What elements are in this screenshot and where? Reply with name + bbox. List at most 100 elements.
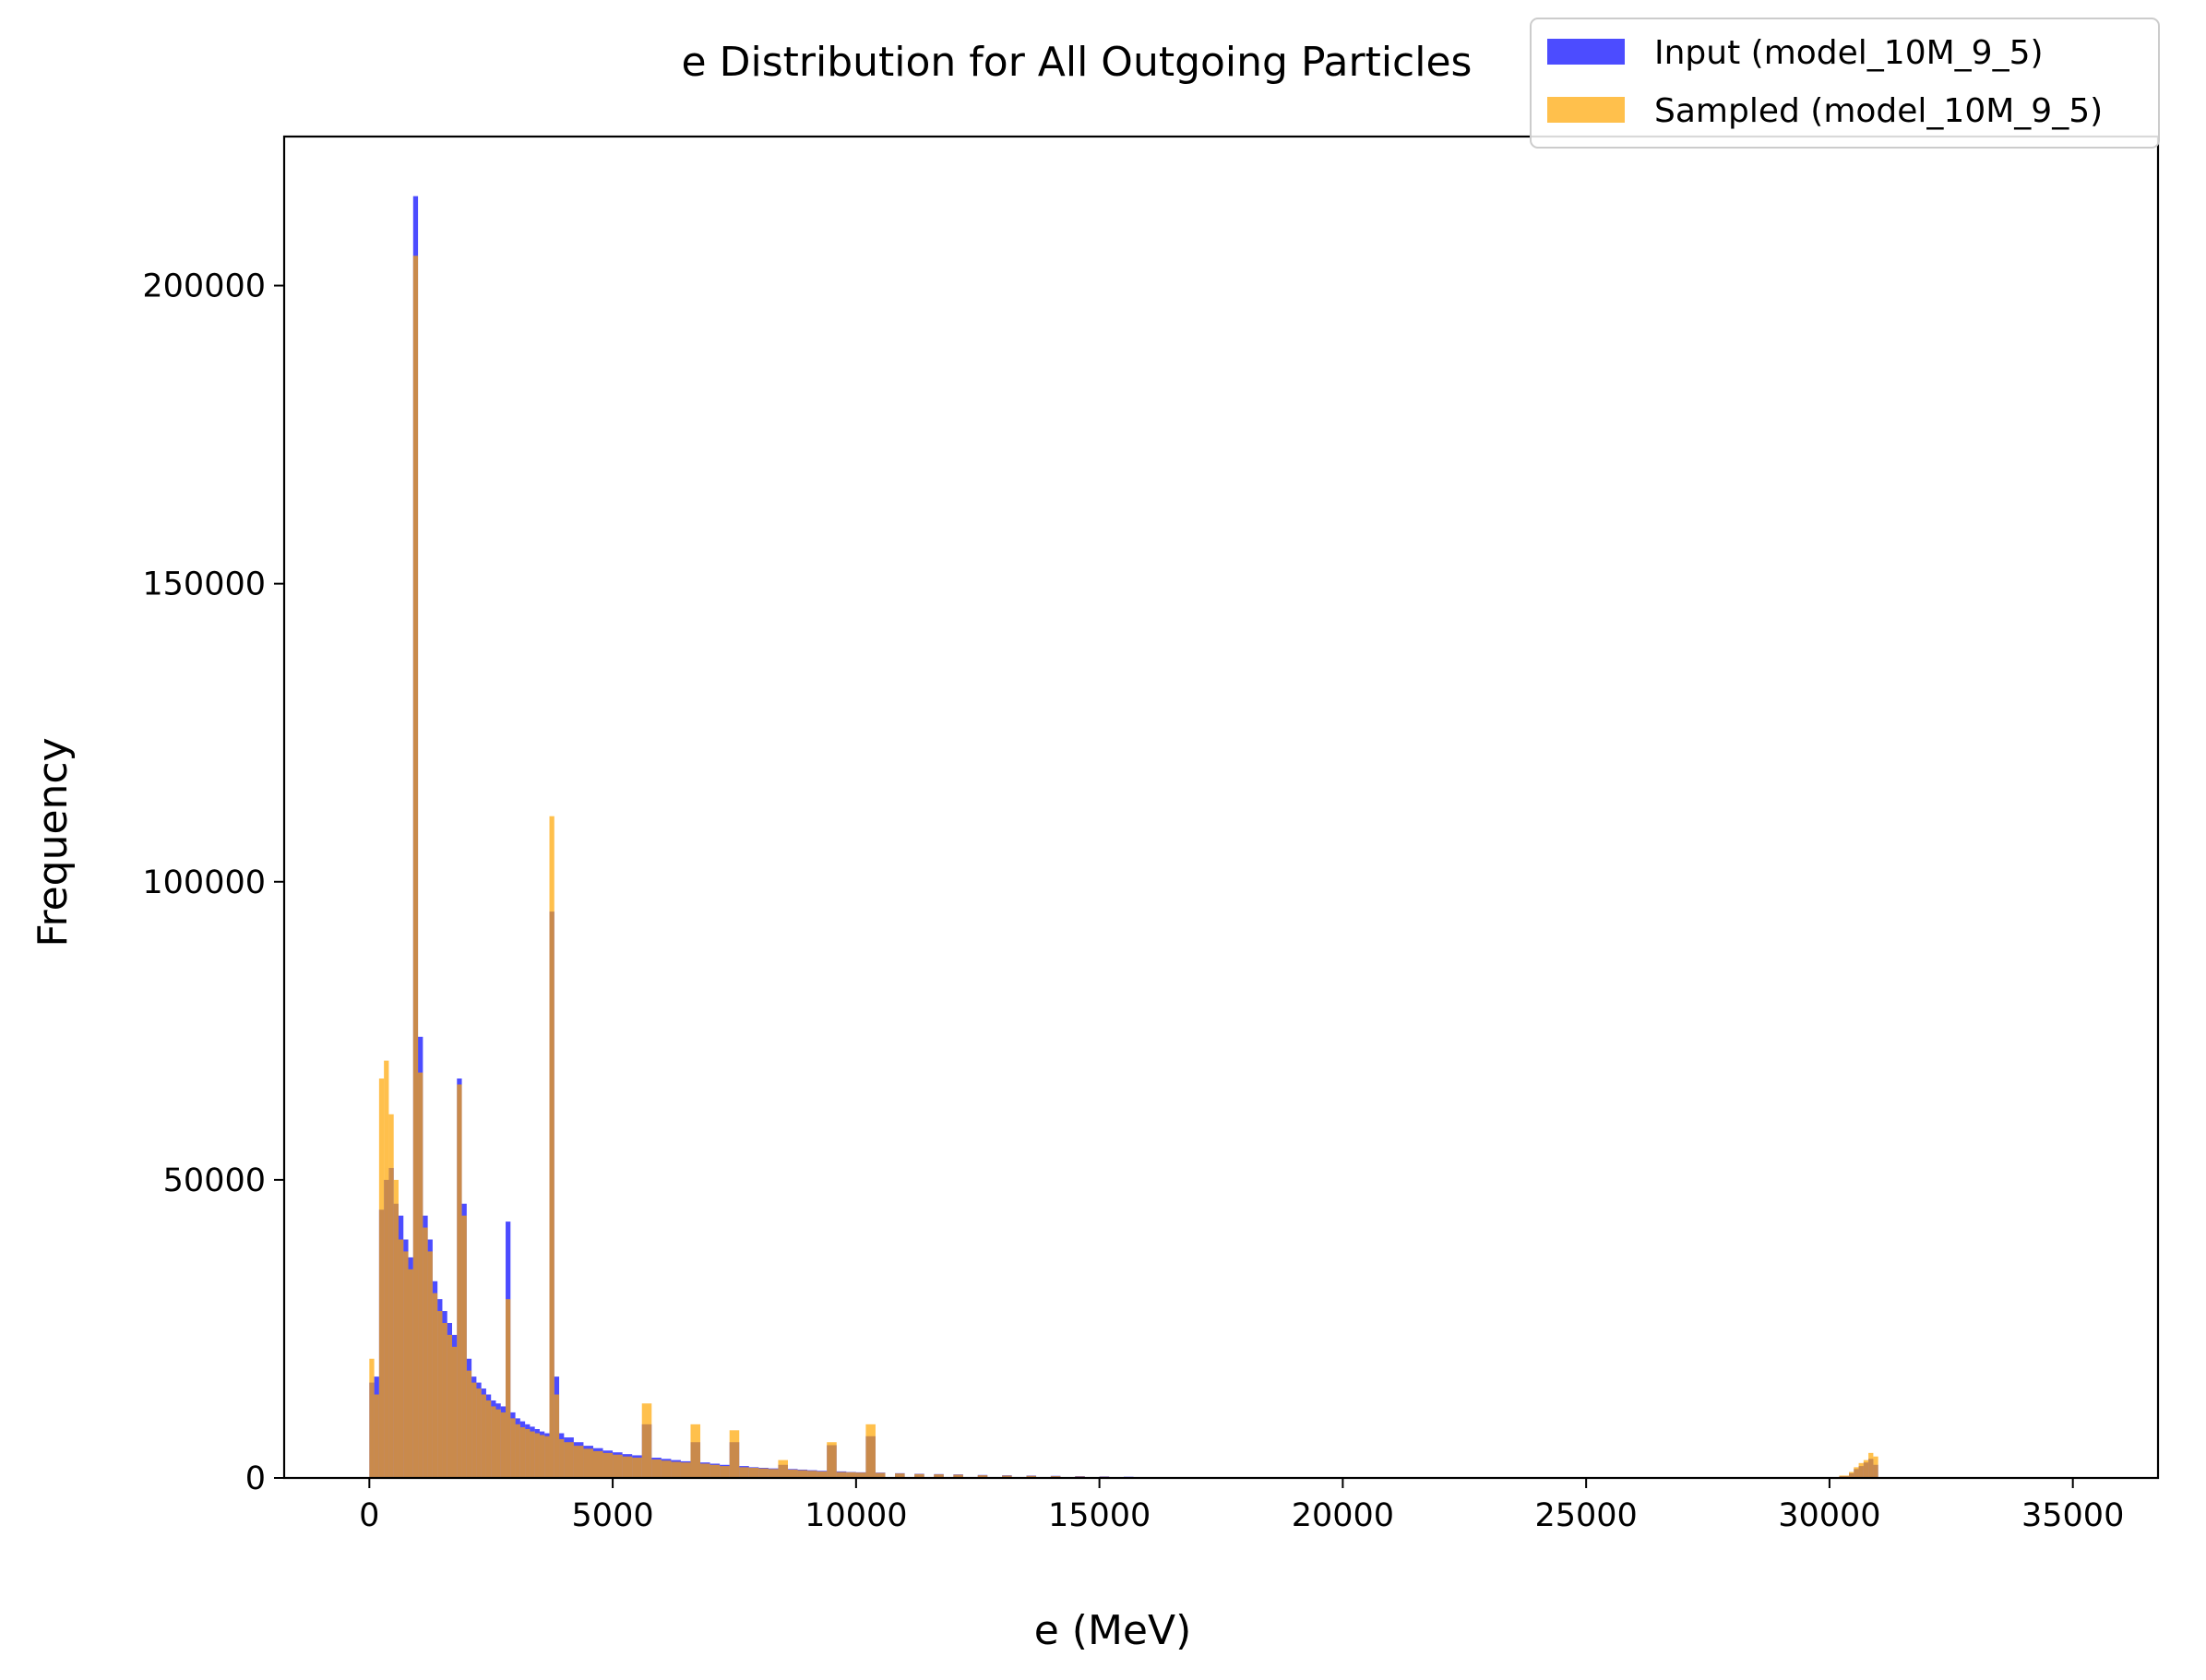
y-tick-label: 150000 — [142, 566, 266, 603]
histogram-bar — [671, 1461, 681, 1478]
histogram-bar — [510, 1418, 516, 1478]
x-tick-label: 10000 — [805, 1497, 907, 1534]
histogram-bar — [437, 1311, 443, 1478]
histogram-bar — [797, 1470, 808, 1478]
histogram-bar — [1002, 1475, 1012, 1478]
histogram-bar — [384, 1060, 389, 1478]
histogram-bar — [500, 1412, 507, 1478]
histogram-bar — [530, 1431, 535, 1478]
y-tick-label: 50000 — [163, 1162, 266, 1199]
x-axis-label: e (MeV) — [1034, 1607, 1192, 1654]
chart-title: e Distribution for All Outgoing Particle… — [682, 39, 1473, 86]
histogram-bar — [865, 1424, 876, 1478]
histogram-bar — [739, 1467, 749, 1478]
histogram-bar — [661, 1460, 672, 1478]
legend-swatch-sampled — [1547, 97, 1625, 123]
histogram-bar — [592, 1450, 603, 1478]
histogram-bar — [934, 1474, 944, 1478]
histogram-bar — [374, 1394, 379, 1478]
legend: Input (model_10M_9_5) Sampled (model_10M… — [1530, 18, 2160, 149]
histogram-bar — [875, 1472, 886, 1478]
histogram-bar — [836, 1471, 847, 1478]
histogram-bar — [1854, 1467, 1859, 1478]
x-tick-label: 30000 — [1778, 1497, 1880, 1534]
histogram-bar — [388, 1114, 394, 1478]
histogram-bar — [559, 1439, 565, 1478]
histogram-bar — [651, 1459, 662, 1478]
histogram-bar — [432, 1293, 438, 1478]
histogram-bar — [729, 1430, 740, 1478]
histogram-bar — [476, 1388, 482, 1478]
legend-label-input: Input (model_10M_9_5) — [1654, 34, 2044, 72]
histogram-bar — [442, 1322, 447, 1478]
histogram-bar — [768, 1469, 779, 1478]
histogram-bar — [427, 1251, 433, 1478]
histogram-bar — [466, 1370, 472, 1478]
histogram-bar — [807, 1471, 817, 1478]
histogram-bar — [1863, 1460, 1869, 1478]
x-tick-label: 25000 — [1534, 1497, 1637, 1534]
histogram-bars — [369, 196, 1878, 1478]
histogram-bar — [506, 1299, 511, 1478]
histogram-bar — [393, 1179, 399, 1478]
histogram-bar — [758, 1468, 769, 1478]
histogram-bar — [709, 1464, 721, 1478]
histogram-bar — [554, 1394, 560, 1478]
series-1-bars — [369, 256, 1878, 1478]
histogram-bar — [846, 1471, 856, 1478]
histogram-bar — [855, 1472, 866, 1478]
histogram-bar — [515, 1424, 520, 1478]
legend-box — [1530, 18, 2160, 149]
x-tick-label: 35000 — [2021, 1497, 2124, 1534]
histogram-bar — [778, 1460, 788, 1478]
y-tick-label: 200000 — [142, 268, 266, 305]
histogram-bar — [539, 1435, 545, 1478]
histogram-bar — [403, 1251, 409, 1478]
legend-swatch-input — [1547, 39, 1625, 65]
histogram-bar — [1839, 1475, 1850, 1478]
x-axis-ticks: 0 5000 10000 15000 20000 25000 30000 35000 — [359, 1478, 2124, 1534]
histogram-bar — [534, 1433, 540, 1478]
y-tick-label: 100000 — [142, 864, 266, 901]
histogram-bar — [895, 1473, 905, 1478]
histogram-bar — [412, 256, 419, 1478]
x-tick-label: 0 — [359, 1497, 379, 1534]
histogram-bar — [525, 1429, 531, 1478]
histogram-bar — [423, 1227, 428, 1478]
x-tick-label: 15000 — [1048, 1497, 1151, 1534]
histogram-bar — [491, 1406, 496, 1478]
y-tick-label: 0 — [245, 1460, 266, 1497]
axes-frame — [282, 135, 2160, 1480]
histogram-bar — [549, 816, 554, 1478]
histogram-bar — [564, 1442, 574, 1478]
histogram-bar — [573, 1446, 584, 1478]
histogram-bar — [408, 1269, 413, 1478]
histogram-bar — [1868, 1452, 1874, 1478]
histogram-bar — [1026, 1475, 1037, 1478]
y-axis-ticks: 0 50000 100000 150000 200000 — [142, 268, 284, 1497]
legend-label-sampled: Sampled (model_10M_9_5) — [1654, 92, 2103, 130]
histogram-bar — [914, 1473, 924, 1478]
histogram-bar — [1858, 1462, 1864, 1478]
x-tick-label: 5000 — [572, 1497, 654, 1534]
histogram-bar — [788, 1469, 798, 1478]
histogram-bar — [495, 1409, 501, 1478]
histogram-bar — [519, 1427, 526, 1478]
histogram-bar — [485, 1400, 492, 1478]
histogram-bar — [680, 1462, 691, 1478]
histogram-bar — [690, 1424, 701, 1478]
histogram-bar — [641, 1403, 652, 1478]
histogram-bar — [583, 1448, 593, 1478]
histogram-bar — [471, 1382, 477, 1478]
histogram-bar — [452, 1346, 458, 1478]
histogram-bar — [447, 1334, 452, 1478]
histogram-bar — [369, 1358, 375, 1478]
histogram-bar — [418, 1072, 423, 1478]
histogram-bar — [1873, 1456, 1878, 1478]
histogram-bar — [1849, 1471, 1854, 1478]
histogram-bar — [622, 1456, 633, 1478]
histogram-bar — [544, 1436, 550, 1478]
histogram-bar — [461, 1215, 467, 1478]
histogram-bar — [602, 1452, 614, 1478]
